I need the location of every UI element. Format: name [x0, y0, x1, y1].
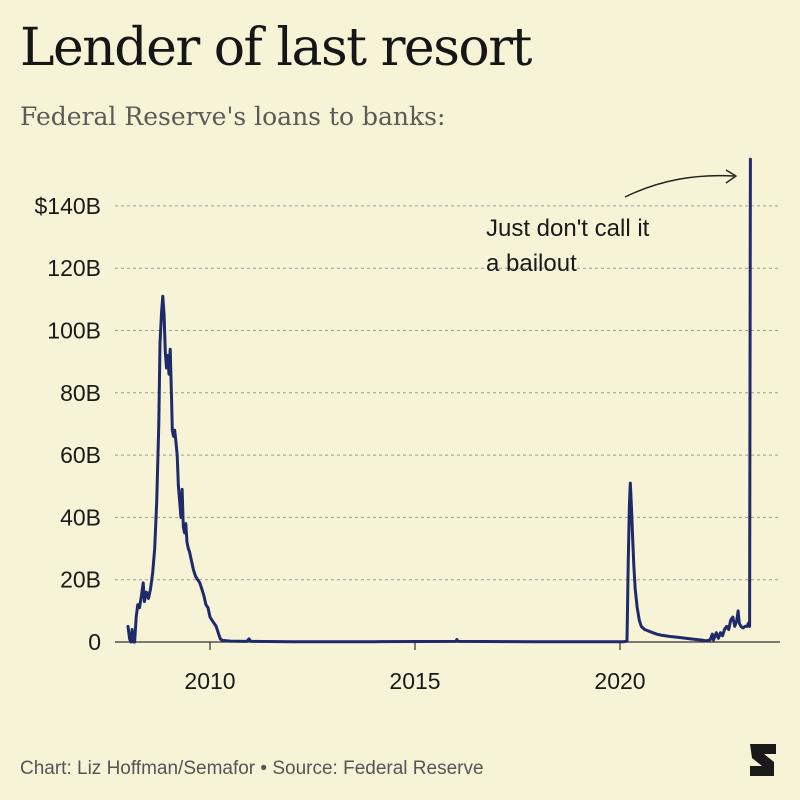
- series-line: [126, 157, 752, 644]
- y-tick-label: 120B: [47, 255, 101, 281]
- y-tick-label: 40B: [60, 504, 101, 530]
- x-axis: 2010 2015 2020: [184, 642, 646, 694]
- chart-subtitle: Federal Reserve's loans to banks:: [20, 102, 446, 131]
- annotation-text: Just don't call it: [486, 215, 650, 242]
- series-group: [126, 157, 752, 644]
- page-title: Lender of last resort: [20, 18, 532, 78]
- source-credit: Chart: Liz Hoffman/Semafor • Source: Fed…: [20, 758, 484, 779]
- y-tick-label: 60B: [60, 442, 101, 468]
- annotation-arrowhead: [725, 169, 738, 184]
- y-tick-label: 80B: [60, 380, 101, 406]
- y-tick-label: $140B: [34, 193, 101, 219]
- annotation-text: a bailout: [486, 250, 577, 277]
- y-tick-label: 100B: [47, 318, 101, 344]
- grid-lines: [115, 205, 780, 643]
- y-tick-label: 20B: [60, 567, 101, 593]
- x-tick-label: 2020: [594, 668, 645, 694]
- annotation: Just don't call it a bailout: [486, 169, 738, 277]
- annotation-arrow: [624, 174, 735, 198]
- x-tick-label: 2015: [389, 668, 440, 694]
- y-axis-tick-labels: 0 20B 40B 60B 80B 100B 120B $140B: [34, 193, 101, 655]
- x-tick-label: 2010: [184, 668, 235, 694]
- y-tick-label: 0: [88, 629, 101, 655]
- semafor-logo-icon: [750, 744, 776, 776]
